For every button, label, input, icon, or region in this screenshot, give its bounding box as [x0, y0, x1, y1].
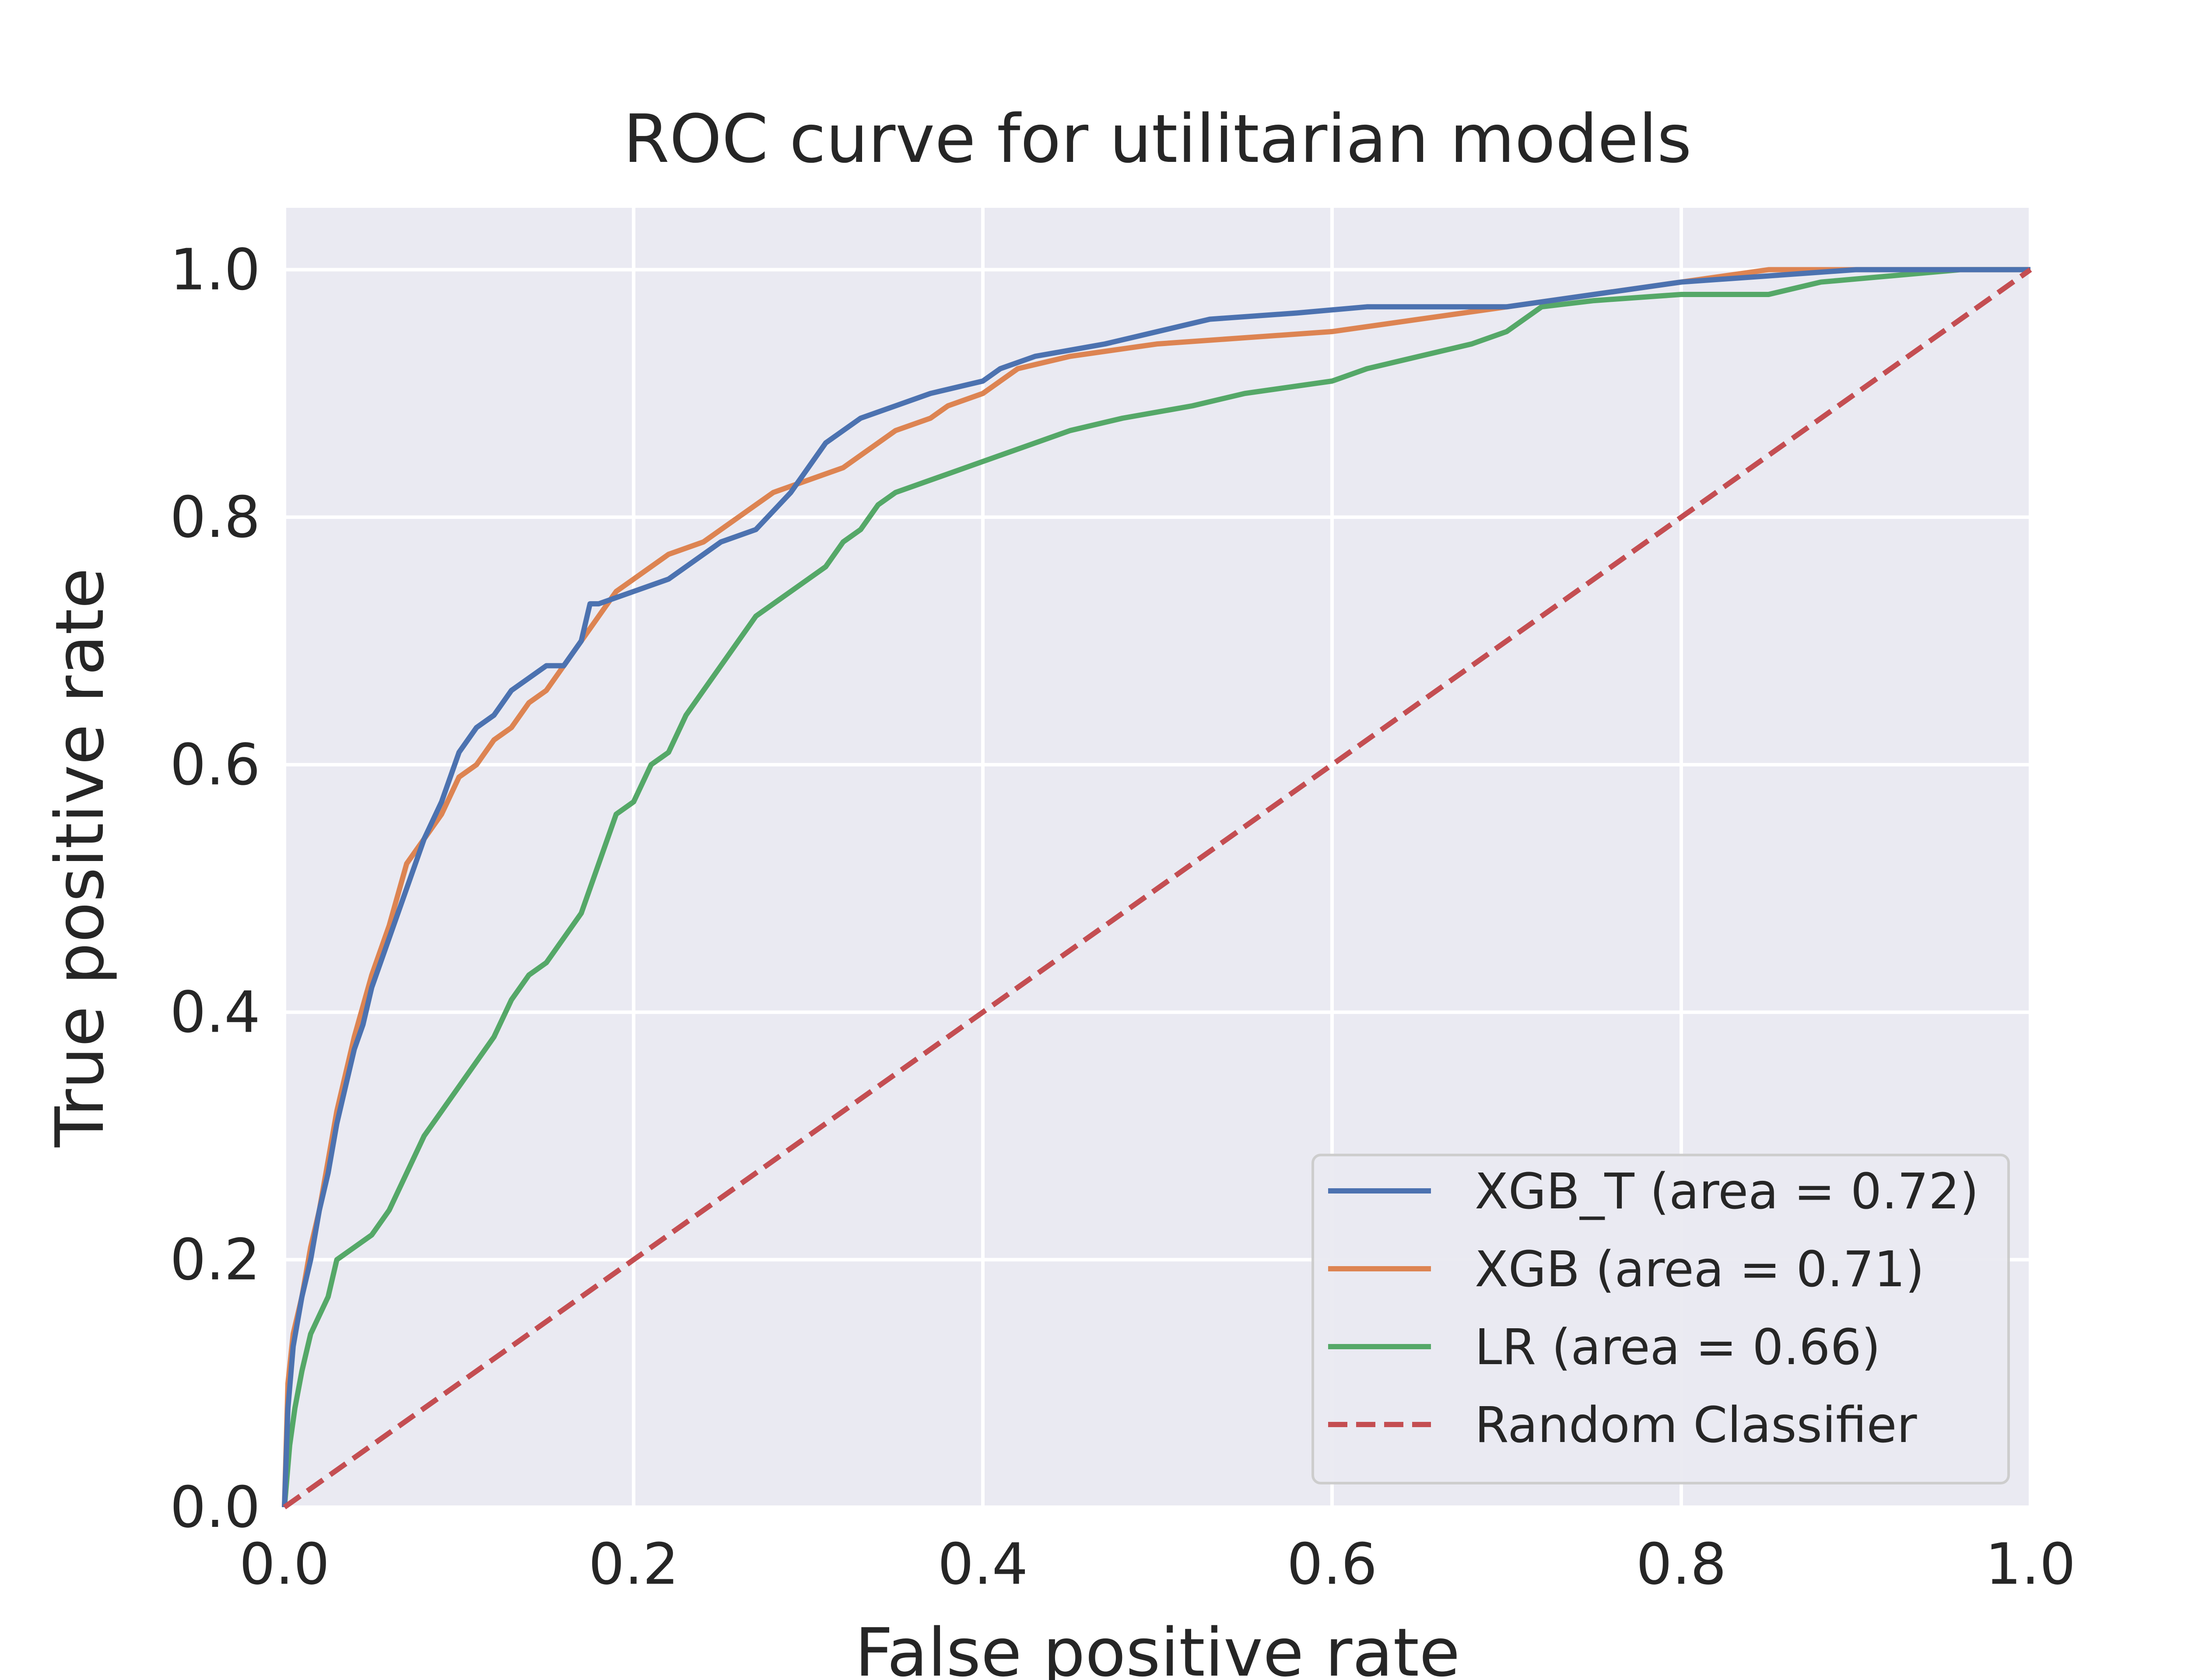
- data-series: [282, 267, 2032, 1509]
- y-tick-label: 0.2: [170, 1226, 260, 1293]
- legend-box: [1311, 1154, 2010, 1484]
- y-axis-label: True positive rate: [41, 568, 119, 1148]
- y-tick-label: 0.4: [170, 979, 260, 1046]
- series-line-xgb-t: [282, 267, 2030, 1508]
- series-line-lr: [282, 267, 2030, 1508]
- series-line-xgb: [282, 267, 2030, 1508]
- x-axis-label: False positive rate: [855, 1614, 1460, 1680]
- chart-title: ROC curve for utilitarian models: [623, 100, 1692, 178]
- y-tick-label: 0.8: [170, 484, 260, 550]
- tick-labels: 0.0 0.2 0.4 0.6 0.8 1.0 0.0 0.2 0.4 0.6 0.8 1.0: [170, 236, 2076, 1597]
- x-tick-label: 0.4: [938, 1531, 1028, 1597]
- series-line-random: [283, 267, 2032, 1509]
- x-tick-label: 0.6: [1287, 1531, 1378, 1597]
- legend-label: XGB_T (area = 0.72): [1475, 1163, 1979, 1220]
- legend-label: Random Classifier: [1475, 1397, 1918, 1454]
- legend: XGB_T (area = 0.72) XGB (area = 0.71) LR (…: [1311, 1154, 2010, 1484]
- legend-label: XGB (area = 0.71): [1475, 1241, 1925, 1298]
- x-tick-label: 1.0: [1985, 1531, 2076, 1597]
- legend-label: LR (area = 0.66): [1475, 1319, 1880, 1376]
- x-tick-label: 0.8: [1636, 1531, 1727, 1597]
- y-tick-label: 1.0: [170, 236, 260, 303]
- x-tick-label: 0.0: [239, 1531, 330, 1597]
- x-tick-label: 0.2: [589, 1531, 679, 1597]
- y-tick-label: 0.6: [170, 732, 260, 798]
- y-tick-label: 0.0: [170, 1474, 260, 1540]
